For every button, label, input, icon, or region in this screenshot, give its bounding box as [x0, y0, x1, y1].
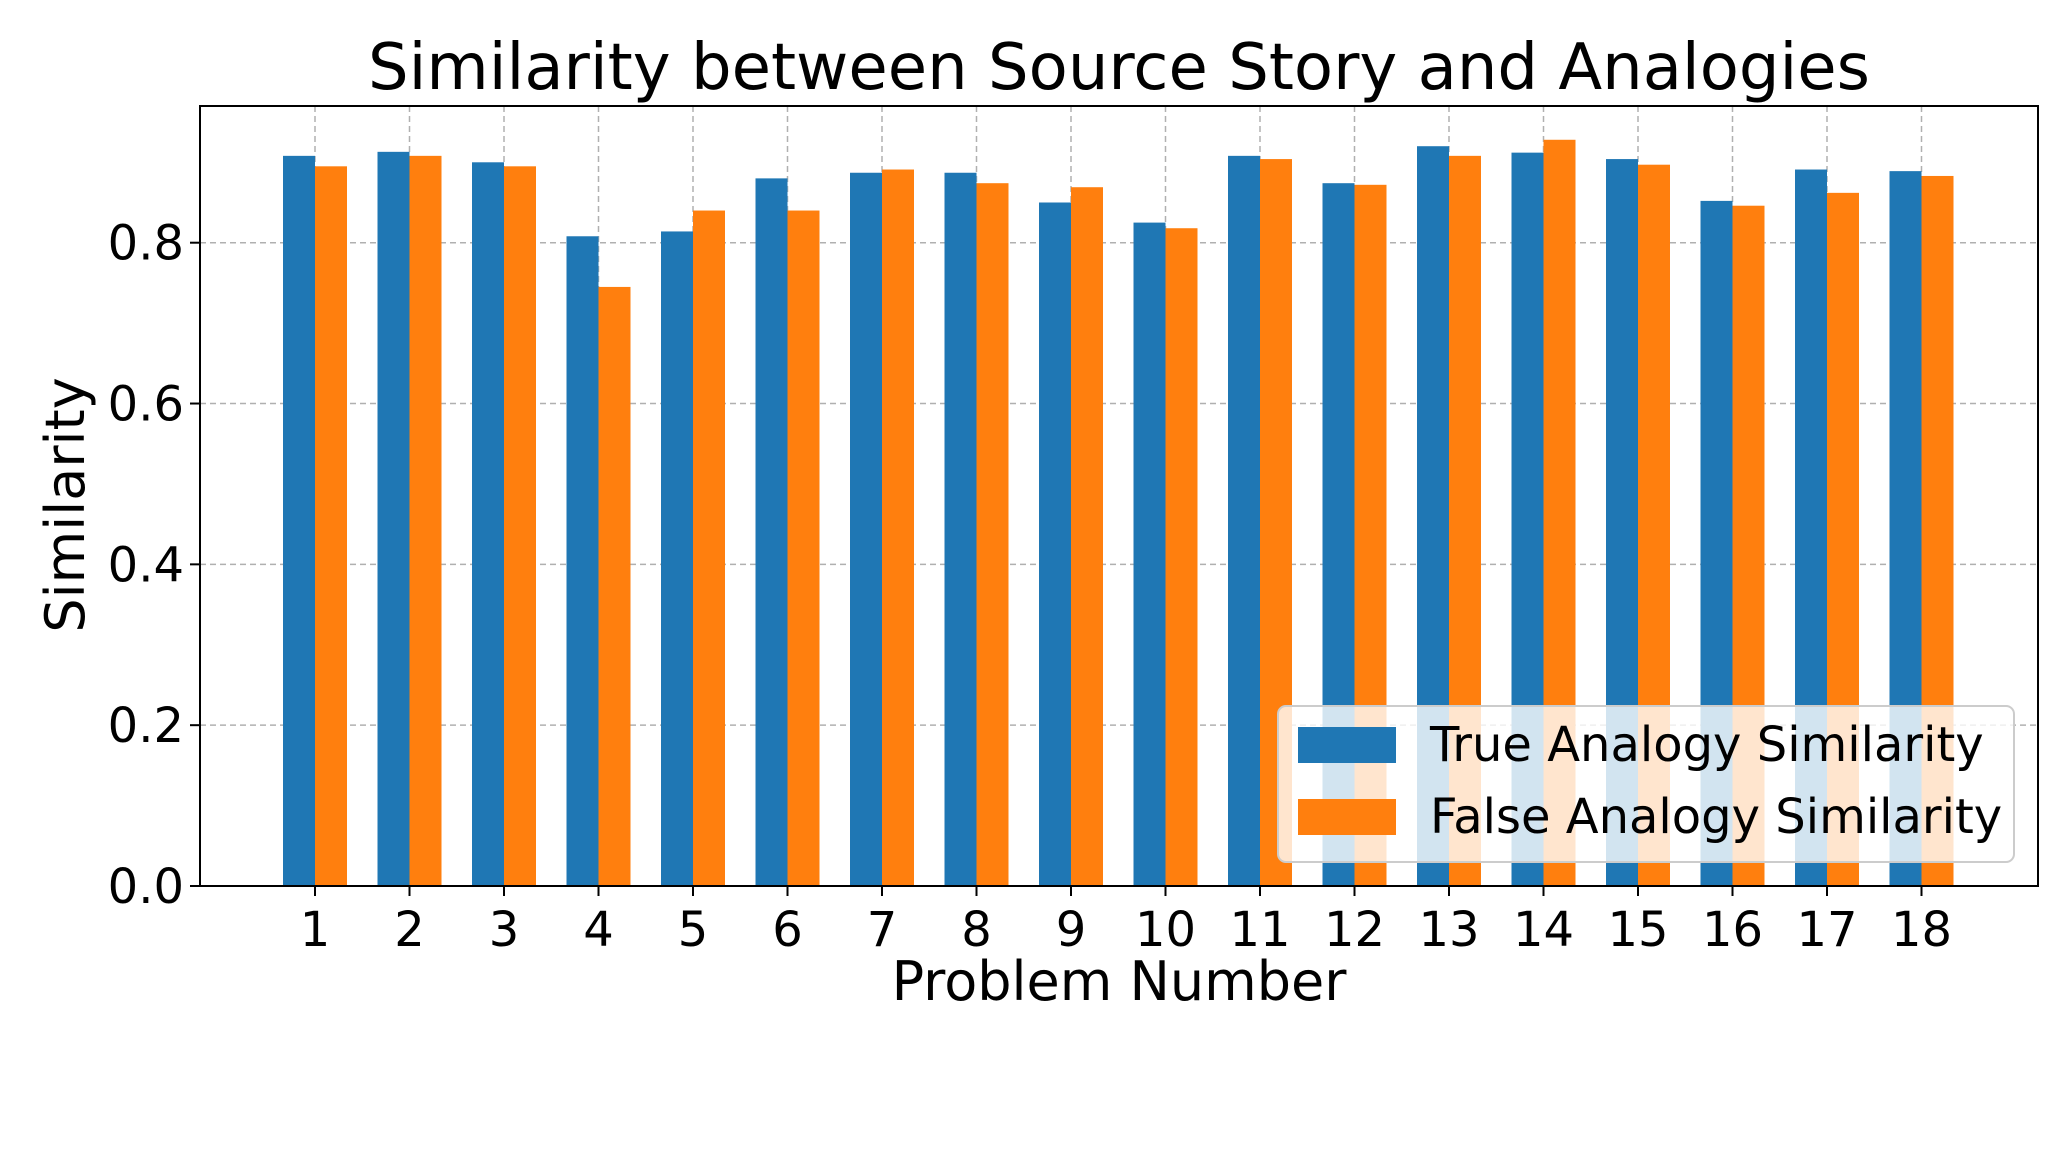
x-tick-label: 18	[1891, 902, 1952, 958]
bar-false-analogy	[504, 166, 536, 887]
legend-label-true: True Analogy Similarity	[1429, 717, 1984, 773]
legend: True Analogy Similarity False Analogy Si…	[1277, 705, 2015, 863]
bar-true-analogy	[283, 155, 315, 887]
x-tick-label: 17	[1796, 902, 1857, 958]
y-tick-label: 0.2	[108, 698, 184, 754]
bar-true-analogy	[755, 178, 788, 886]
x-tick-label: 5	[678, 902, 709, 958]
bar-false-analogy	[882, 169, 914, 887]
bar-true-analogy	[944, 172, 977, 887]
bar-false-analogy	[1165, 228, 1198, 886]
legend-box	[1277, 705, 2015, 863]
bar-true-analogy	[661, 231, 693, 886]
y-tick-label: 0.8	[108, 216, 184, 272]
bar-false-analogy	[598, 286, 631, 886]
x-tick-label: 14	[1513, 902, 1574, 958]
bar-true-analogy	[1228, 155, 1260, 887]
x-tick-label: 6	[772, 902, 803, 958]
x-tick-label: 3	[489, 902, 520, 958]
x-tick-label: 8	[961, 902, 992, 958]
x-tick-label: 15	[1607, 902, 1668, 958]
bar-false-analogy	[976, 183, 1009, 887]
bar-false-analogy	[315, 166, 347, 887]
legend-label-false: False Analogy Similarity	[1430, 789, 2002, 845]
bar-false-analogy	[409, 155, 442, 887]
bar-true-analogy	[850, 172, 882, 887]
x-tick-label: 12	[1324, 902, 1385, 958]
legend-swatch-false	[1298, 799, 1396, 835]
x-tick-label: 2	[394, 902, 425, 958]
x-tick-label: 11	[1229, 902, 1290, 958]
x-tick-label: 10	[1135, 902, 1196, 958]
x-axis-label: Problem Number	[892, 950, 1348, 1013]
x-tick-label: 4	[583, 902, 614, 958]
bar-false-analogy	[1071, 187, 1103, 886]
bar-true-analogy	[566, 236, 599, 886]
chart-title: Similarity between Source Story and Anal…	[368, 31, 1870, 105]
bar-false-analogy	[693, 210, 725, 887]
x-tick-label: 7	[867, 902, 898, 958]
x-tick-label: 16	[1702, 902, 1763, 958]
axis-ticks: 0.00.20.40.60.81 2 3 4 5 6 7 8 9 10 11 12 13 14 15 16 17…	[108, 216, 1952, 958]
y-tick-label: 0.0	[108, 859, 184, 915]
bar-true-analogy	[1039, 202, 1071, 886]
x-tick-label: 9	[1056, 902, 1087, 958]
x-tick-label: 1	[300, 902, 331, 958]
bar-true-analogy	[472, 162, 504, 886]
bar-true-analogy	[377, 151, 410, 886]
y-tick-label: 0.4	[108, 537, 184, 593]
bar-true-analogy	[1133, 222, 1166, 887]
legend-swatch-true	[1298, 727, 1396, 763]
y-axis-label: Similarity	[34, 377, 97, 632]
bar-false-analogy	[787, 210, 820, 887]
y-tick-label: 0.6	[108, 377, 184, 433]
plot-frame	[199, 105, 2039, 887]
x-tick-label: 13	[1418, 902, 1479, 958]
